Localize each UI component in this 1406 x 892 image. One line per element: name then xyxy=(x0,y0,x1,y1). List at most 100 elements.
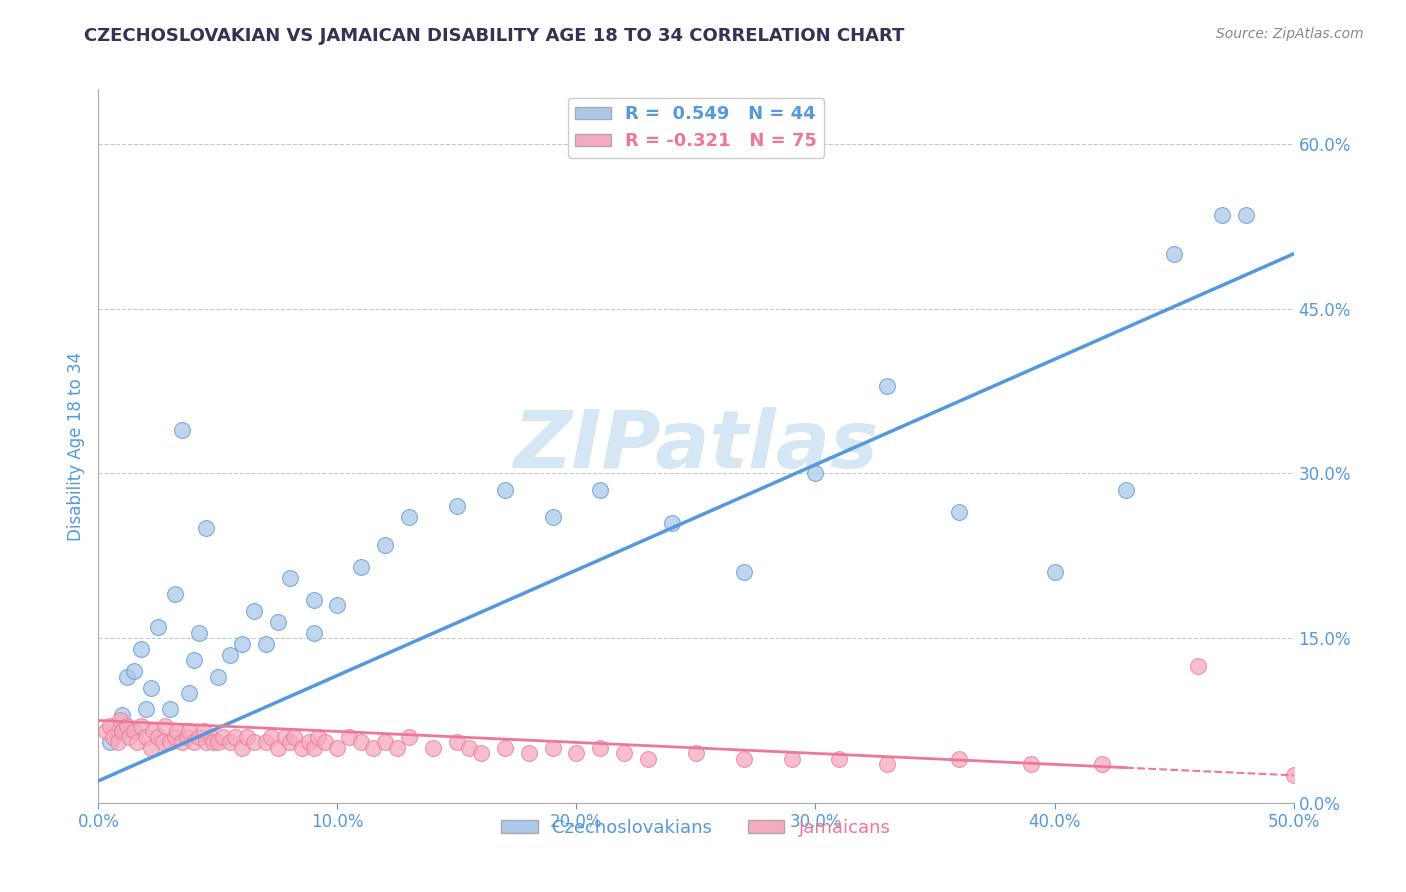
Text: Source: ZipAtlas.com: Source: ZipAtlas.com xyxy=(1216,27,1364,41)
Point xyxy=(107,724,129,739)
Point xyxy=(131,642,153,657)
Point xyxy=(195,521,218,535)
Point xyxy=(172,735,194,749)
Point xyxy=(374,538,396,552)
Text: CZECHOSLOVAKIAN VS JAMAICAN DISABILITY AGE 18 TO 34 CORRELATION CHART: CZECHOSLOVAKIAN VS JAMAICAN DISABILITY A… xyxy=(84,27,904,45)
Point xyxy=(350,735,373,749)
Point xyxy=(183,735,205,749)
Point xyxy=(243,735,266,749)
Point xyxy=(494,740,516,755)
Point xyxy=(231,740,253,755)
Point xyxy=(283,730,305,744)
Point xyxy=(176,730,198,744)
Point xyxy=(326,598,349,612)
Point xyxy=(613,747,636,761)
Point xyxy=(107,735,129,749)
Point xyxy=(135,730,157,744)
Point xyxy=(139,740,162,755)
Point xyxy=(200,730,222,744)
Point xyxy=(187,625,209,640)
Legend: Czechoslovakians, Jamaicans: Czechoslovakians, Jamaicans xyxy=(495,812,897,844)
Point xyxy=(446,500,468,514)
Point xyxy=(326,740,349,755)
Point xyxy=(98,719,122,733)
Point xyxy=(374,735,396,749)
Point xyxy=(224,730,246,744)
Point xyxy=(135,702,157,716)
Point xyxy=(131,719,153,733)
Point xyxy=(101,730,124,744)
Point xyxy=(187,730,209,744)
Point xyxy=(1019,757,1042,772)
Point xyxy=(1234,209,1257,223)
Point xyxy=(422,740,444,755)
Point xyxy=(231,637,253,651)
Point xyxy=(152,735,174,749)
Point xyxy=(541,510,564,524)
Point xyxy=(733,566,755,580)
Point xyxy=(589,483,612,497)
Point xyxy=(1091,757,1114,772)
Point xyxy=(1187,658,1209,673)
Point xyxy=(363,740,385,755)
Point xyxy=(948,752,970,766)
Point xyxy=(179,686,201,700)
Point xyxy=(118,730,141,744)
Point xyxy=(115,719,138,733)
Point xyxy=(385,740,409,755)
Point xyxy=(235,730,257,744)
Point xyxy=(98,735,122,749)
Point xyxy=(274,730,297,744)
Point xyxy=(278,571,301,585)
Point xyxy=(125,735,148,749)
Point xyxy=(948,505,970,519)
Point xyxy=(219,735,242,749)
Point xyxy=(124,724,146,739)
Point xyxy=(661,516,683,530)
Point xyxy=(163,730,186,744)
Point xyxy=(1282,768,1305,782)
Point xyxy=(219,648,242,662)
Point xyxy=(278,735,301,749)
Point xyxy=(517,747,540,761)
Point xyxy=(307,730,329,744)
Point xyxy=(254,735,277,749)
Point xyxy=(159,735,181,749)
Point xyxy=(166,724,188,739)
Point xyxy=(124,724,146,739)
Text: ZIPatlas: ZIPatlas xyxy=(513,407,879,485)
Point xyxy=(446,735,468,749)
Point xyxy=(541,740,564,755)
Point xyxy=(780,752,803,766)
Point xyxy=(302,740,325,755)
Point xyxy=(115,669,138,683)
Point xyxy=(211,730,233,744)
Point xyxy=(339,730,361,744)
Point xyxy=(298,735,321,749)
Point xyxy=(111,724,134,739)
Point xyxy=(207,669,229,683)
Point xyxy=(179,724,201,739)
Point xyxy=(1115,483,1137,497)
Y-axis label: Disability Age 18 to 34: Disability Age 18 to 34 xyxy=(67,351,86,541)
Point xyxy=(142,724,165,739)
Point xyxy=(494,483,516,497)
Point xyxy=(1043,566,1066,580)
Point xyxy=(458,740,481,755)
Point xyxy=(291,740,314,755)
Point xyxy=(243,604,266,618)
Point xyxy=(207,735,229,749)
Point xyxy=(733,752,755,766)
Point xyxy=(254,637,277,651)
Point xyxy=(828,752,851,766)
Point xyxy=(685,747,707,761)
Point xyxy=(302,625,325,640)
Point xyxy=(267,740,290,755)
Point xyxy=(163,587,186,601)
Point xyxy=(315,735,337,749)
Point xyxy=(259,730,281,744)
Point xyxy=(159,702,181,716)
Point xyxy=(470,747,492,761)
Point xyxy=(267,615,290,629)
Point xyxy=(876,757,898,772)
